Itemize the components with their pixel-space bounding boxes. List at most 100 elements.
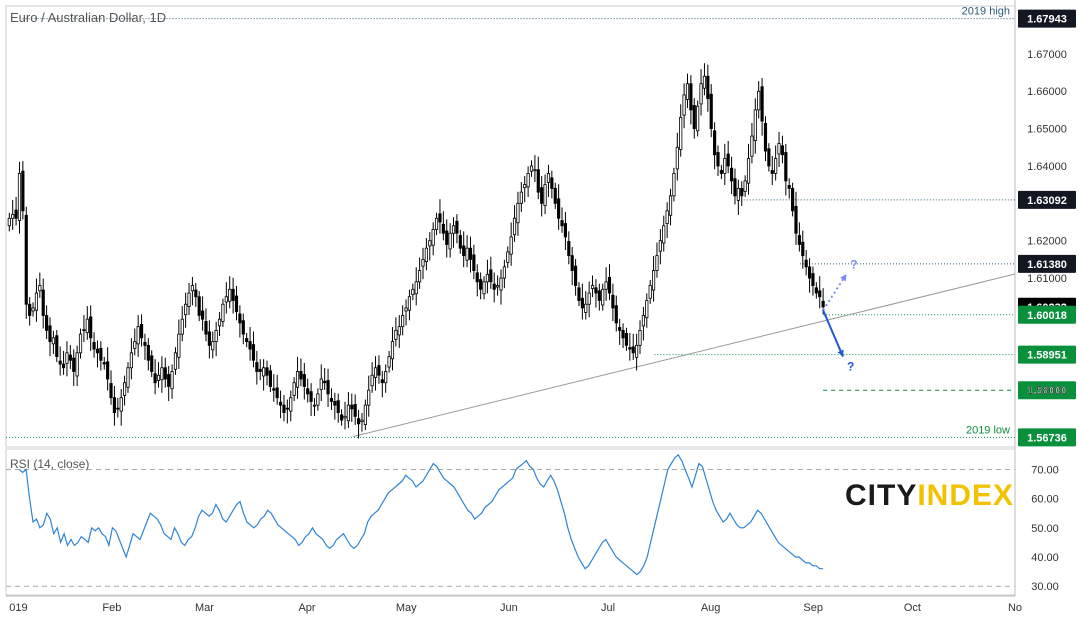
candle-body-109	[377, 365, 381, 376]
candle-body-12	[48, 325, 52, 343]
candle-body-158	[543, 184, 547, 206]
candle-body-42	[150, 355, 154, 372]
candle-body-120	[414, 281, 418, 295]
rsi-group: 70.00 60.00 50.00 40.00 30.00	[6, 453, 1059, 593]
level-note-0: 2019 high	[962, 6, 1010, 18]
candle-body-223	[763, 122, 768, 152]
price-badge-label-7: 1.56736	[1027, 432, 1067, 444]
candle-body-138	[475, 272, 479, 283]
candle-body-187	[641, 315, 645, 327]
candle-body-119	[411, 288, 415, 295]
time-tick-5: Jun	[500, 602, 518, 614]
candle-body-66	[231, 288, 235, 301]
price-badges: 1.679431.630921.613801.602321.600181.589…	[1018, 9, 1076, 447]
annotation-label-0: ?	[850, 257, 857, 271]
candle-body-39	[139, 324, 144, 339]
candle-body-98	[340, 414, 344, 421]
annotations: ??	[822, 257, 858, 374]
price-badge-label-4: 1.60018	[1027, 310, 1067, 322]
candle-body-7	[31, 307, 35, 312]
candle-body-146	[502, 266, 506, 279]
candle-body-78	[272, 388, 276, 391]
candle-body-49	[173, 352, 178, 370]
candle-body-54	[190, 285, 195, 292]
candle-body-6	[28, 303, 32, 316]
candle-body-14	[55, 335, 59, 357]
candle-body-230	[787, 184, 791, 189]
candle-body-95	[329, 398, 334, 402]
time-tick-10: No	[1008, 602, 1022, 614]
candle-body-101	[350, 404, 354, 410]
price-tick-3: 1.64000	[1027, 161, 1067, 173]
candle-body-40	[143, 341, 147, 346]
candle-body-164	[563, 223, 568, 238]
candle-body-196	[672, 173, 676, 197]
candle-body-186	[638, 329, 642, 346]
candle-body-50	[177, 333, 181, 358]
candle-body-131	[451, 225, 456, 234]
candle-body-133	[458, 235, 462, 249]
candle-body-103	[356, 418, 361, 425]
candle-body-62	[217, 318, 222, 327]
candle-body-104	[360, 419, 364, 422]
candle-body-23	[85, 318, 89, 334]
candle-body-11	[45, 315, 49, 331]
candle-body-239	[818, 290, 822, 298]
candle-body-25	[92, 341, 96, 350]
candle-body-219	[750, 135, 754, 157]
level-lines: 2019 high 2019 low	[6, 6, 1015, 438]
candle-body-94	[326, 380, 330, 395]
price-tick-2: 1.65000	[1027, 124, 1067, 136]
rsi-tick-3: 40.00	[1031, 552, 1059, 564]
price-badge-6	[1018, 381, 1076, 400]
candle-body-48	[170, 371, 174, 390]
candle-body-107	[370, 374, 374, 387]
time-tick-1: Feb	[102, 602, 121, 614]
candle-body-76	[265, 367, 269, 376]
candle-body-72	[251, 344, 256, 361]
candle-body-168	[577, 287, 581, 301]
candle-body-240	[821, 300, 825, 308]
candle-body-17	[65, 352, 69, 364]
candle-body-84	[292, 382, 296, 396]
rsi-tick-0: 70.00	[1031, 464, 1059, 476]
candle-body-38	[136, 326, 140, 345]
candle-body-26	[95, 348, 100, 354]
time-tick-7: Aug	[701, 602, 721, 614]
rsi-line	[18, 453, 824, 576]
candle-body-216	[740, 187, 744, 197]
price-tick-6: 1.58000	[1027, 385, 1067, 397]
candle-body-218	[746, 158, 751, 184]
candle-body-9	[38, 285, 42, 292]
candle-body-85	[295, 371, 300, 388]
candle-body-132	[455, 220, 459, 234]
candle-body-140	[482, 281, 486, 295]
candle-body-128	[441, 223, 445, 234]
candle-body-36	[129, 352, 133, 369]
price-badge-label-6: 1.58000	[1027, 385, 1067, 397]
candle-body-220	[753, 109, 757, 141]
price-tick-4: 1.62000	[1027, 236, 1067, 248]
candle-body-232	[794, 205, 798, 234]
candle-body-32	[116, 407, 120, 410]
candle-body-226	[774, 158, 778, 174]
candle-body-33	[119, 397, 123, 412]
candle-body-96	[333, 401, 337, 406]
candle-body-137	[472, 254, 476, 272]
candle-body-121	[418, 270, 422, 283]
candle-body-153	[526, 173, 530, 188]
candle-body-51	[180, 318, 184, 335]
rsi-tick-4: 30.00	[1031, 581, 1059, 593]
candle-body-183	[628, 347, 632, 350]
candle-body-233	[797, 235, 801, 245]
candle-body-181	[621, 329, 625, 339]
candle-body-229	[784, 152, 788, 182]
candle-body-112	[387, 356, 391, 368]
candle-body-167	[574, 265, 578, 286]
candle-body-57	[201, 310, 205, 320]
candle-body-157	[540, 187, 544, 204]
candle-body-169	[580, 297, 584, 309]
annotation-arrow-1	[822, 309, 844, 357]
candle-body-114	[394, 329, 398, 340]
candle-body-155	[533, 169, 537, 172]
